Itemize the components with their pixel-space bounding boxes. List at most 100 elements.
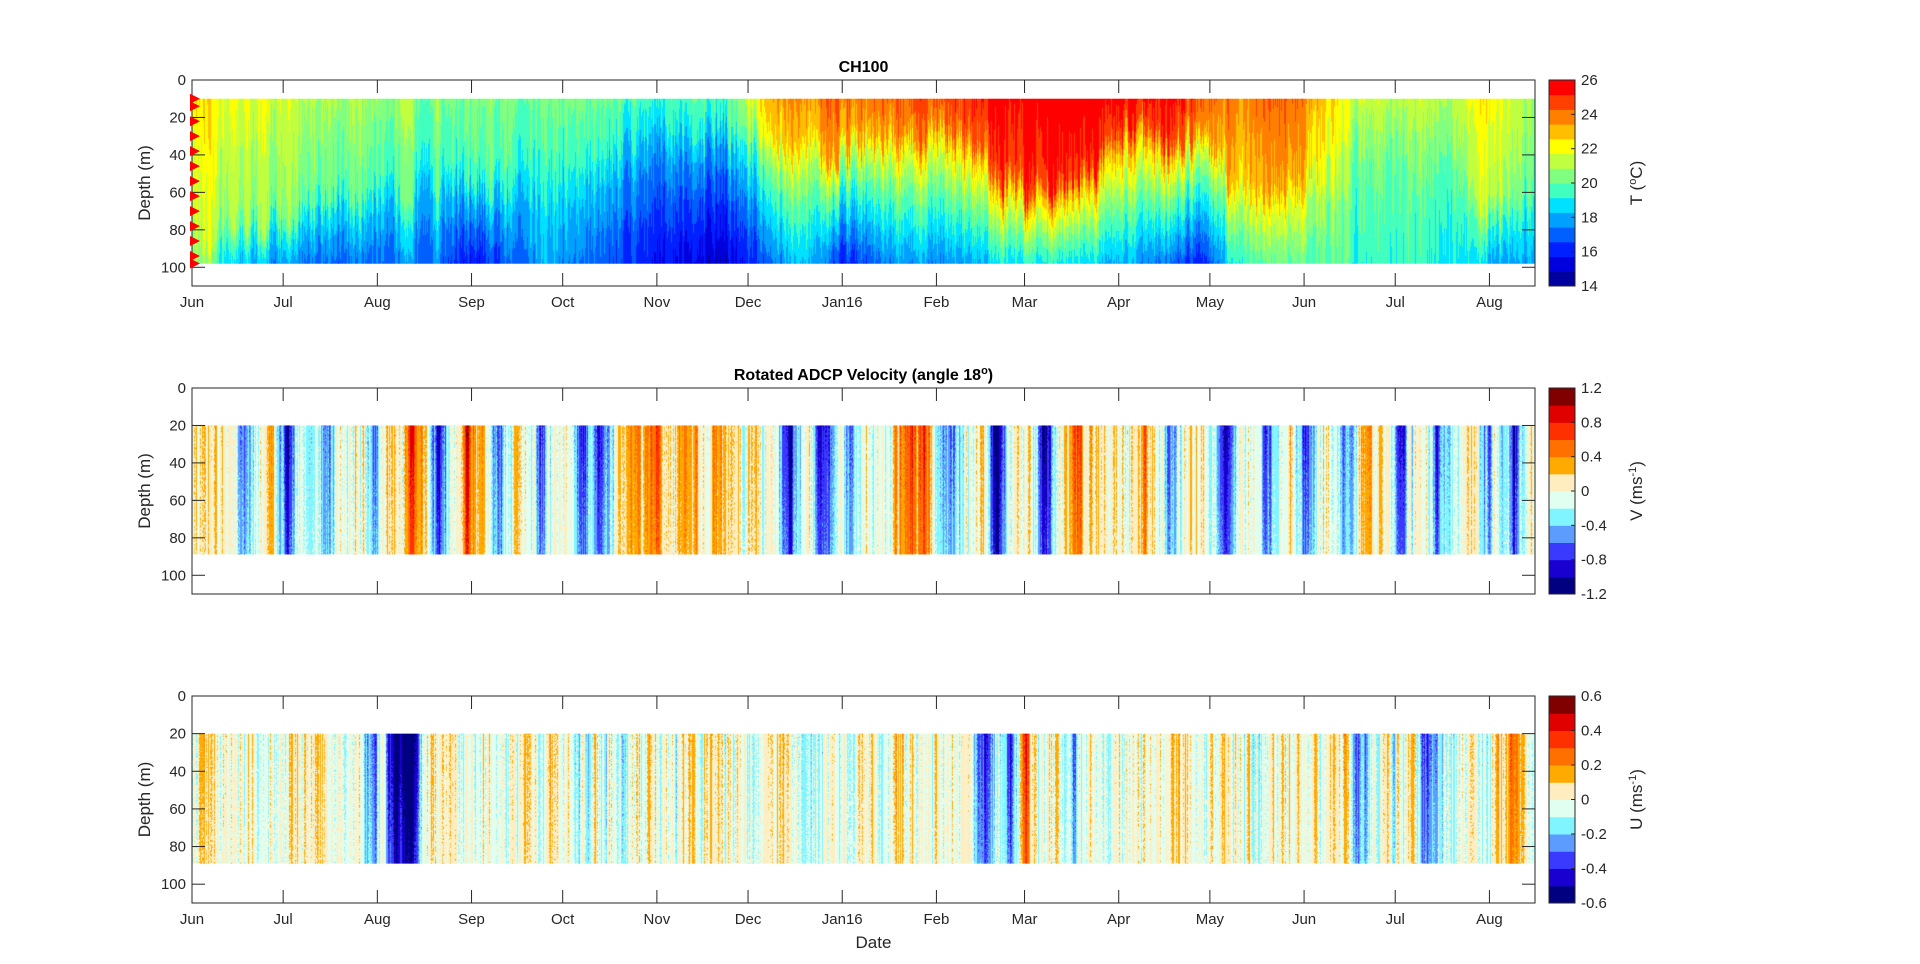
colorbar-level (1549, 124, 1575, 140)
colorbar-level (1549, 885, 1575, 904)
colorbar-level (1549, 456, 1575, 475)
colorbar-tick-label: 26 (1581, 72, 1598, 89)
y-tick-label: 60 (169, 801, 186, 818)
colorbar-label-end: ) (1627, 769, 1646, 775)
instrument-marker (190, 221, 200, 232)
x-tick-label: Sep (458, 911, 485, 928)
y-tick-label: 20 (169, 417, 186, 434)
colorbar-level (1549, 730, 1575, 749)
heatmap-velocity-u (192, 733, 1535, 864)
y-tick-label: 60 (169, 492, 186, 509)
colorbar-level (1549, 816, 1575, 835)
instrument-marker (190, 258, 200, 269)
colorbar-label-superscript: -1 (1627, 467, 1639, 477)
colorbar-level (1549, 525, 1575, 543)
x-tick-label: Dec (735, 911, 762, 928)
colorbar-level (1549, 491, 1575, 509)
colorbar-tick-label: 1.2 (1581, 380, 1602, 397)
colorbar-tick-label: -0.4 (1581, 861, 1607, 878)
instrument-marker (190, 176, 200, 187)
colorbar-tick-label: 18 (1581, 209, 1598, 226)
colorbar-level (1549, 747, 1575, 766)
y-tick-label: 40 (169, 763, 186, 780)
x-tick-label: Jul (1386, 911, 1405, 928)
x-tick-label: Apr (1107, 294, 1130, 311)
colorbar-tick-label: 0 (1581, 792, 1589, 809)
title-superscript: o (981, 365, 988, 377)
title-text: CH100 (839, 59, 889, 76)
y-tick-label: 60 (169, 184, 186, 201)
colorbar-tick-label: 0.2 (1581, 757, 1602, 774)
colorbar-label-superscript: -1 (1627, 775, 1639, 785)
colorbar-level (1549, 542, 1575, 561)
colorbar-tick-label: 0.4 (1581, 723, 1602, 740)
colorbar-level (1549, 109, 1575, 125)
x-tick-label: Feb (923, 294, 949, 311)
colorbar-label-end: C) (1627, 161, 1646, 179)
colorbar-level (1549, 183, 1575, 199)
colorbar-tick-label: -0.8 (1581, 552, 1607, 569)
instrument-marker (190, 161, 200, 172)
colorbar-level (1549, 227, 1575, 243)
axes-box (191, 695, 1536, 904)
colorbar-level (1549, 559, 1575, 578)
x-tick-label: Jul (274, 911, 293, 928)
x-tick-label: May (1196, 911, 1225, 928)
colorbar-level (1549, 197, 1575, 213)
y-tick-label: 40 (169, 455, 186, 472)
colorbar-label-superscript: o (1627, 179, 1639, 185)
colorbar-level (1549, 94, 1575, 110)
colorbar-level (1549, 241, 1575, 258)
instrument-marker (190, 116, 200, 127)
y-tick-label: 100 (161, 259, 186, 276)
colorbar-label: V (ms-1) (1627, 461, 1646, 521)
colorbar-tick-label: 20 (1581, 175, 1598, 192)
heatmap-velocity-v (192, 425, 1535, 555)
x-tick-label: Jun (1292, 294, 1316, 311)
colorbar-tick-label: 0.6 (1581, 688, 1602, 705)
colorbar-level (1549, 765, 1575, 783)
y-tick-label: 0 (178, 688, 186, 705)
colorbar-label: T (oC) (1627, 161, 1646, 206)
instrument-marker (190, 191, 200, 202)
x-tick-label: Aug (1476, 294, 1503, 311)
instrument-marker (190, 93, 200, 104)
x-tick-label: Oct (551, 294, 575, 311)
colorbar-tick-label: -0.2 (1581, 826, 1607, 843)
panel-velocity-v: 0 20 40 60 80 100 Depth (m) Rotated ADCP Veloci… (135, 365, 1646, 603)
instrument-marker (190, 206, 200, 217)
colorbar-level (1549, 696, 1575, 714)
colorbar-level (1549, 256, 1575, 272)
x-tick-label: Jun (180, 294, 204, 311)
instrument-marker (190, 251, 200, 262)
colorbar-tick-label: 24 (1581, 106, 1598, 123)
x-tick-label: Aug (364, 294, 391, 311)
y-tick-label: 20 (169, 109, 186, 126)
colorbar-tick-label: -1.2 (1581, 586, 1607, 603)
x-tick-label: Mar (1012, 911, 1038, 928)
x-tick-label: Dec (735, 294, 762, 311)
x-tick-label: Jun (1292, 911, 1316, 928)
y-tick-label: 0 (178, 380, 186, 397)
y-tick-label: 80 (169, 839, 186, 856)
y-tick-label: 20 (169, 726, 186, 743)
colorbar-label: U (ms-1) (1627, 769, 1646, 830)
colorbar-tick-label: 0.8 (1581, 414, 1602, 431)
colorbar-label-main: U (ms (1627, 785, 1646, 830)
colorbar-level (1549, 388, 1575, 406)
colorbar-level (1549, 405, 1575, 423)
x-tick-label: Nov (644, 911, 671, 928)
colorbar-level (1549, 868, 1575, 887)
colorbar-level (1549, 138, 1575, 155)
y-tick-label: 0 (178, 72, 186, 89)
colorbar-tick-label: 14 (1581, 278, 1598, 295)
x-tick-label: Apr (1107, 911, 1130, 928)
colorbar-level (1549, 799, 1575, 818)
colorbar-level (1549, 271, 1575, 287)
colorbar-tick-label: 0.4 (1581, 449, 1602, 466)
colorbar-label-main: T ( (1627, 184, 1646, 205)
chart-title: Rotated ADCP Velocity (angle 18o) (734, 365, 993, 384)
colorbar-tick-label: -0.4 (1581, 517, 1607, 534)
colorbar-level (1549, 153, 1575, 169)
